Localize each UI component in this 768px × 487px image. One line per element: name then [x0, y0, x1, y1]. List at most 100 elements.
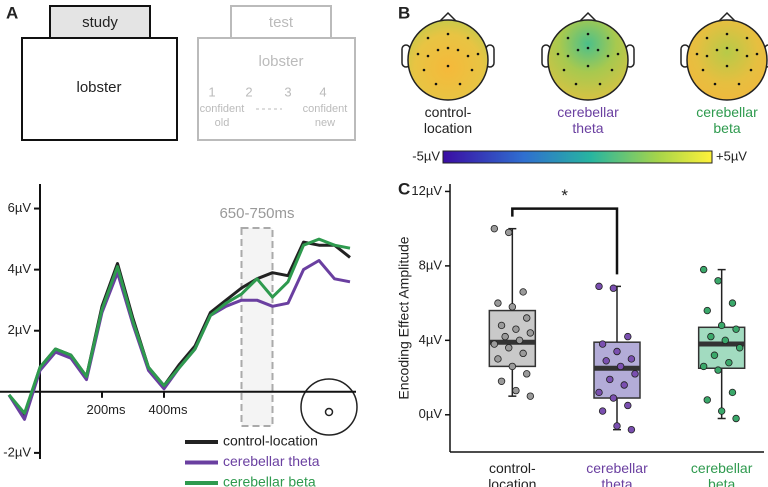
data-point: [512, 386, 520, 395]
topomap-label: cerebellar theta: [557, 104, 619, 136]
electrode: [574, 82, 578, 86]
data-point: [519, 349, 527, 358]
data-point: [501, 332, 509, 341]
electrode: [446, 64, 450, 68]
erp-line: [7, 240, 351, 418]
electrode: [616, 52, 620, 56]
electrode: [562, 68, 566, 72]
data-point: [725, 358, 733, 367]
data-point: [613, 347, 621, 356]
x-tick-label: 400ms: [148, 402, 188, 417]
electrode: [446, 32, 450, 36]
electrode: [745, 54, 749, 58]
data-point: [620, 381, 628, 389]
electrode: [426, 54, 430, 58]
time-window: [240, 227, 274, 427]
data-point: [714, 366, 722, 374]
data-point: [609, 394, 618, 402]
test-tab-label: test: [269, 14, 294, 31]
y-tick-label: -2µV: [3, 444, 31, 459]
data-point: [508, 303, 517, 311]
data-point: [512, 325, 520, 333]
data-point: [721, 336, 729, 345]
test-word: lobster: [258, 53, 303, 70]
significance-bracket: [511, 207, 619, 275]
electrode: [749, 68, 753, 72]
data-point: [490, 340, 499, 348]
panel-label: A: [6, 3, 18, 22]
x-tick-label: 200ms: [86, 402, 126, 417]
topomaps: [401, 11, 768, 101]
study-word: lobster: [76, 79, 121, 96]
data-point: [519, 288, 527, 296]
panel-label: C: [398, 179, 410, 198]
data-point: [494, 355, 502, 363]
data-point: [627, 355, 636, 363]
y-tick-label: 2µV: [8, 322, 32, 337]
test-tab: [230, 5, 332, 39]
data-point: [631, 370, 639, 378]
data-point: [714, 277, 722, 285]
electrode: [596, 48, 600, 52]
data-point: [624, 401, 632, 410]
data-point: [732, 325, 740, 333]
data-point: [490, 224, 499, 233]
topomap-label: cerebellar beta: [696, 104, 758, 136]
scale-number: 1: [208, 84, 215, 99]
data-point: [624, 332, 632, 341]
data-point: [703, 306, 711, 315]
scale-number: 3: [284, 84, 291, 99]
data-point: [526, 392, 535, 400]
data-point: [699, 362, 708, 371]
colorbar: [442, 150, 713, 164]
electrode: [606, 54, 610, 58]
data-point: [497, 377, 506, 385]
electrode: [566, 54, 570, 58]
legend-label: control-location: [223, 433, 318, 449]
data-point: [494, 299, 502, 307]
electrode: [466, 36, 470, 40]
electrode: [705, 54, 709, 58]
electrode: [436, 48, 440, 52]
colorbar-min: -5µV: [412, 148, 440, 163]
data-point: [505, 344, 513, 352]
topomap-label: control-location: [423, 104, 473, 136]
scale-anchor: confident old: [199, 103, 245, 129]
electrode: [466, 54, 470, 58]
x-tick-label: cerebellar beta: [690, 460, 753, 487]
y-tick-label: 12µV: [411, 183, 442, 198]
data-point: [595, 282, 603, 291]
electrode: [446, 46, 450, 50]
electrode: [701, 68, 705, 72]
electrode: [576, 48, 580, 52]
data-point: [602, 357, 610, 365]
y-tick-label: 4µV: [419, 332, 443, 347]
electrode: [725, 46, 729, 50]
study-tab: [49, 5, 151, 39]
data-point: [717, 321, 726, 330]
electrode: [713, 82, 717, 86]
data-point: [717, 407, 726, 415]
electrode: [470, 68, 474, 72]
legend-label: cerebellar theta: [223, 453, 320, 469]
data-point: [595, 388, 603, 397]
electrode: [725, 64, 729, 68]
electrode: [705, 36, 709, 40]
electrode: [735, 48, 739, 52]
electrode: [745, 36, 749, 40]
electrode: [458, 82, 462, 86]
study-tab-label: study: [82, 14, 118, 31]
electrode: [737, 82, 741, 86]
electrode: [586, 32, 590, 36]
data-point: [497, 321, 506, 330]
data-point: [707, 332, 715, 341]
data-point: [732, 414, 740, 423]
data-point: [609, 284, 618, 292]
y-tick-label: 4µV: [8, 261, 32, 276]
electrode: [695, 52, 699, 56]
data-point: [598, 340, 607, 348]
scale-anchor: confident new: [302, 103, 348, 129]
electrode: [755, 52, 759, 56]
data-point: [515, 336, 524, 345]
data-point: [598, 407, 607, 415]
